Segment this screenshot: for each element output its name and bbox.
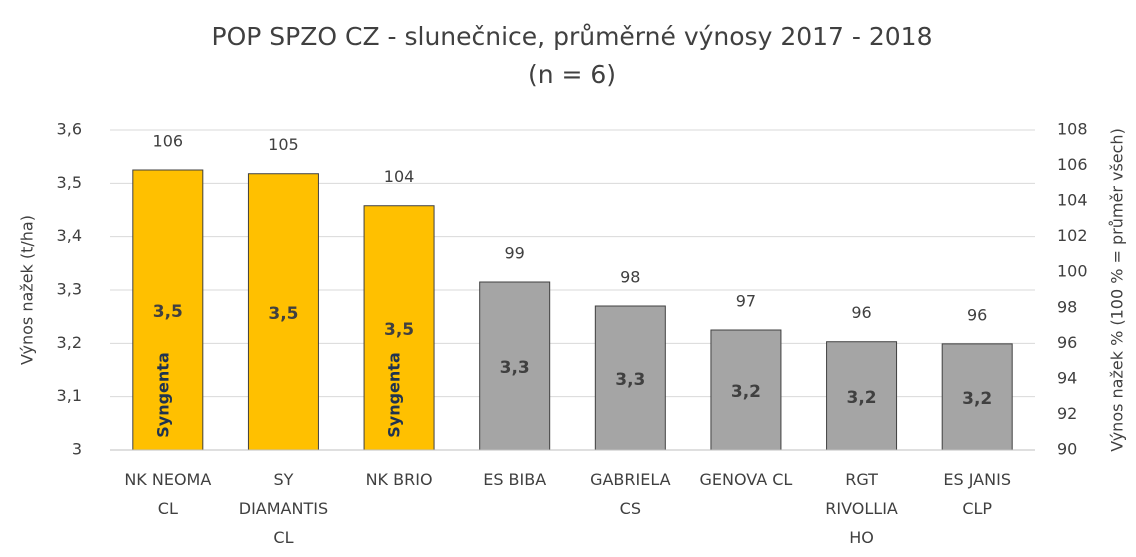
- data-label: 3,5: [153, 302, 183, 322]
- y2-tick-label: 100: [1057, 262, 1088, 281]
- percent-label: 97: [736, 292, 756, 311]
- y2-tick-label: 102: [1057, 226, 1088, 245]
- percent-label: 96: [967, 305, 987, 324]
- x-tick-label: ES BIBA: [483, 470, 546, 489]
- percent-label: 98: [620, 268, 640, 287]
- y2-tick-label: 96: [1057, 333, 1077, 352]
- bar: [826, 341, 898, 451]
- bar: [247, 173, 319, 451]
- percent-label: 99: [505, 244, 525, 263]
- bar-annotation: Syngenta: [153, 352, 172, 437]
- x-tick-label: ES JANIS CLP: [943, 470, 1011, 518]
- data-label: 3,2: [962, 389, 992, 409]
- y-tick-label: 3,5: [57, 173, 82, 192]
- y-axis-title: Výnos nažek (t/ha): [18, 215, 37, 365]
- data-label: 3,2: [847, 388, 877, 408]
- percent-label: 104: [384, 167, 415, 186]
- bar: [594, 305, 666, 451]
- bar: [941, 343, 1013, 451]
- y2-tick-label: 98: [1057, 297, 1077, 316]
- percent-label: 106: [153, 132, 184, 151]
- percent-label: 96: [851, 303, 871, 322]
- y-tick-label: 3,1: [57, 386, 82, 405]
- chart-title: POP SPZO CZ - slunečnice, průměrné výnos…: [212, 22, 933, 89]
- bar: [363, 205, 435, 451]
- data-label: 3,5: [384, 320, 414, 340]
- y-tick-label: 3,2: [57, 333, 82, 352]
- y2-axis-title: Výnos nažek % (100 % = průměr všech): [1108, 128, 1127, 452]
- y2-tick-label: 108: [1057, 120, 1088, 139]
- bar: [479, 281, 551, 451]
- bar-annotation: Syngenta: [385, 352, 404, 437]
- y-tick-label: 3: [72, 440, 82, 459]
- y2-tick-label: 106: [1057, 155, 1088, 174]
- x-tick-label: SY DIAMANTIS CL: [239, 470, 328, 547]
- data-label: 3,3: [615, 370, 645, 390]
- percent-label: 105: [268, 135, 299, 154]
- data-label: 3,3: [500, 358, 530, 378]
- x-tick-label: NK NEOMA CL: [124, 470, 211, 518]
- y-tick-label: 3,6: [57, 120, 82, 139]
- x-tick-label: GENOVA CL: [700, 470, 793, 489]
- x-tick-label: GABRIELA CS: [590, 470, 671, 518]
- y-tick-label: 3,3: [57, 280, 82, 299]
- y2-tick-label: 94: [1057, 368, 1077, 387]
- y2-tick-label: 104: [1057, 191, 1088, 210]
- data-label: 3,2: [731, 382, 761, 402]
- x-tick-label: NK BRIO: [366, 470, 433, 489]
- bar: [710, 329, 782, 451]
- y-tick-label: 3,4: [57, 226, 82, 245]
- y2-tick-label: 92: [1057, 404, 1077, 423]
- y2-tick-label: 90: [1057, 440, 1077, 459]
- data-label: 3,5: [268, 304, 298, 324]
- x-tick-label: RGT RIVOLLIA HO: [825, 470, 898, 547]
